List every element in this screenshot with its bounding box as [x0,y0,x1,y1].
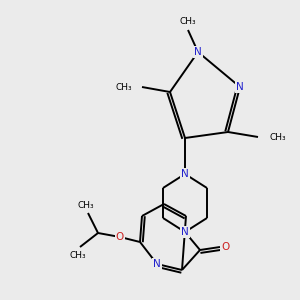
Text: N: N [153,259,161,269]
Text: N: N [181,227,189,237]
Text: N: N [181,169,189,179]
Text: N: N [236,82,244,92]
Text: CH₃: CH₃ [70,251,86,260]
Text: CH₃: CH₃ [269,133,286,142]
Text: CH₃: CH₃ [78,200,94,209]
Text: O: O [221,242,229,252]
Text: CH₃: CH₃ [116,82,132,91]
Text: N: N [194,47,202,57]
Text: O: O [116,232,124,242]
Text: CH₃: CH₃ [180,16,196,26]
